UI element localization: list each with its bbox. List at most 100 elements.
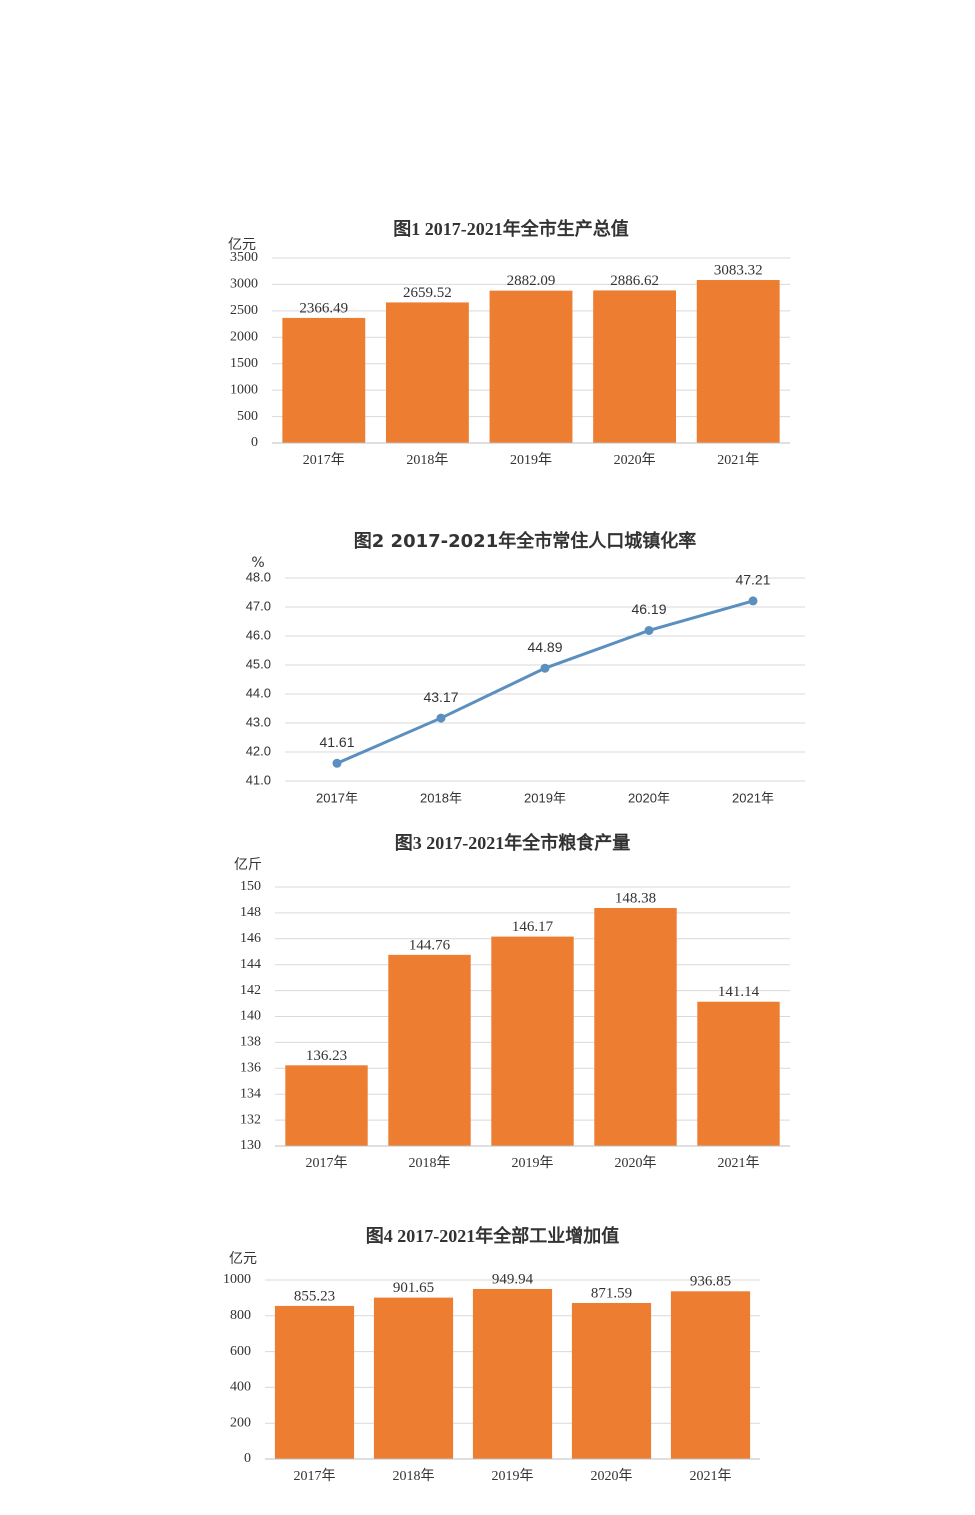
- x-tick-label: 2021年: [690, 1468, 732, 1484]
- x-tick-label: 2018年: [406, 452, 448, 468]
- point: [436, 713, 446, 723]
- x-tick-label: 2020年: [591, 1468, 633, 1484]
- y-axis-unit: 亿元: [228, 237, 256, 253]
- y-tick-label: 150: [240, 879, 261, 894]
- x-tick-label: 2018年: [393, 1468, 435, 1484]
- data-label: 2366.49: [299, 300, 348, 316]
- data-label: 2659.52: [403, 285, 452, 301]
- x-tick-label: 2020年: [628, 790, 670, 805]
- data-label: 148.38: [615, 890, 656, 906]
- bar: [285, 1065, 368, 1146]
- y-tick-label: 0: [251, 435, 258, 450]
- data-label: 936.85: [690, 1274, 731, 1290]
- y-tick-label: 136: [240, 1061, 261, 1076]
- y-tick-label: 140: [240, 1009, 261, 1024]
- y-tick-label: 2500: [230, 303, 258, 318]
- chart-title: 图2 2017-2021年全市常住人口城镇化率: [354, 530, 696, 552]
- y-axis-unit: 亿元: [229, 1251, 257, 1267]
- y-tick-label: 600: [230, 1344, 251, 1359]
- y-tick-label: 0: [244, 1451, 251, 1466]
- data-label: 2882.09: [507, 273, 556, 289]
- chart: 图2 2017-2021年全市常住人口城镇化率% 41.0 42.0 43.0 44.0…: [246, 530, 805, 805]
- data-label: 136.23: [306, 1048, 347, 1064]
- point: [332, 758, 342, 768]
- y-tick-label: 41.0: [246, 772, 271, 787]
- bar: [472, 1288, 553, 1459]
- bar: [274, 1305, 355, 1459]
- x-tick-label: 2020年: [615, 1155, 657, 1171]
- x-tick-label: 2018年: [420, 790, 462, 805]
- y-tick-label: 1500: [230, 356, 258, 371]
- y-tick-label: 148: [240, 905, 261, 920]
- y-tick-label: 46.0: [246, 627, 271, 642]
- y-tick-label: 2000: [230, 330, 258, 345]
- y-tick-label: 132: [240, 1112, 261, 1127]
- x-tick-label: 2017年: [294, 1468, 336, 1484]
- y-tick-label: 144: [240, 957, 261, 972]
- bar: [670, 1291, 751, 1459]
- data-label: 41.61: [319, 734, 354, 750]
- x-tick-label: 2019年: [492, 1468, 534, 1484]
- chart-title: 图1 2017-2021年全市生产总值: [393, 218, 629, 239]
- x-tick-label: 2019年: [510, 452, 552, 468]
- y-tick-label: 800: [230, 1308, 251, 1323]
- data-label: 901.65: [393, 1280, 434, 1296]
- y-tick-label: 43.0: [246, 714, 271, 729]
- data-label: 47.21: [735, 572, 770, 588]
- y-tick-label: 48.0: [246, 569, 271, 584]
- x-tick-label: 2019年: [512, 1155, 554, 1171]
- y-tick-label: 44.0: [246, 685, 271, 700]
- bar: [593, 290, 677, 443]
- y-tick-label: 500: [237, 409, 258, 424]
- chart-title: 图3 2017-2021年全市粮食产量: [395, 832, 631, 853]
- y-tick-label: 130: [240, 1138, 261, 1153]
- y-tick-label: 134: [240, 1086, 261, 1101]
- data-label: 855.23: [294, 1288, 335, 1304]
- bar: [696, 280, 780, 443]
- y-tick-label: 47.0: [246, 598, 271, 613]
- y-tick-label: 3000: [230, 277, 258, 292]
- line: [336, 599, 754, 765]
- bar: [373, 1297, 454, 1459]
- chart-title: 图4 2017-2021年全部工业增加值: [366, 1225, 620, 1246]
- bar: [594, 907, 677, 1146]
- bar: [388, 954, 471, 1146]
- y-tick-label: 200: [230, 1415, 251, 1430]
- y-tick-label: 42.0: [246, 743, 271, 758]
- x-tick-label: 2017年: [306, 1155, 348, 1171]
- bar: [385, 302, 469, 443]
- point: [644, 625, 654, 635]
- bar: [489, 290, 573, 443]
- bar: [491, 936, 574, 1146]
- x-tick-label: 2019年: [524, 790, 566, 805]
- x-tick-label: 2021年: [732, 790, 774, 805]
- data-label: 43.17: [423, 689, 458, 705]
- data-label: 144.76: [409, 937, 451, 953]
- bar: [697, 1001, 780, 1146]
- data-label: 146.17: [512, 919, 554, 935]
- data-label: 871.59: [591, 1285, 632, 1301]
- y-tick-label: 146: [240, 931, 261, 946]
- bar: [571, 1302, 652, 1459]
- y-tick-label: 142: [240, 983, 261, 998]
- data-label: 46.19: [631, 601, 666, 617]
- y-tick-label: 400: [230, 1380, 251, 1395]
- data-label: 3083.32: [714, 262, 763, 278]
- x-tick-label: 2020年: [614, 452, 656, 468]
- data-label: 949.94: [492, 1271, 534, 1287]
- data-label: 44.89: [527, 639, 562, 655]
- bar: [282, 317, 366, 443]
- y-tick-label: 1000: [223, 1272, 251, 1287]
- point: [540, 663, 550, 673]
- y-tick-label: 1000: [230, 382, 258, 397]
- data-label: 2886.62: [610, 273, 659, 289]
- y-axis-unit: %: [251, 555, 264, 571]
- point: [748, 596, 758, 606]
- data-label: 141.14: [718, 984, 760, 1000]
- y-axis-unit: 亿斤: [234, 857, 262, 873]
